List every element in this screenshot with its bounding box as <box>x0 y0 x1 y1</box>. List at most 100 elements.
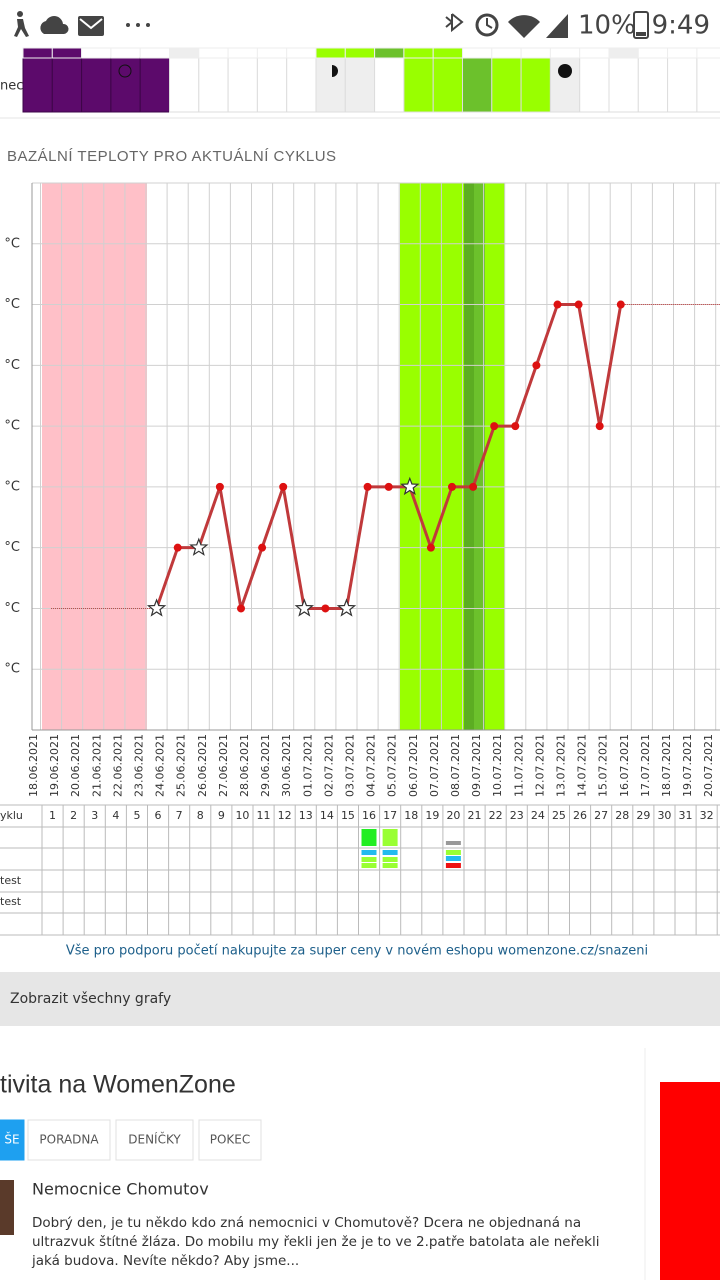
row-label: yklu <box>0 809 23 822</box>
post-line: Dobrý den, je tu někdo kdo zná nemocnici… <box>32 1215 581 1231</box>
cycle-day: 7 <box>176 809 183 822</box>
strip-header-cell <box>169 47 200 59</box>
status-icons <box>14 11 649 39</box>
row-label: test <box>0 874 22 887</box>
cycle-day: 25 <box>552 809 566 822</box>
star-point <box>146 598 167 617</box>
avatar[interactable] <box>0 1180 14 1235</box>
cycle-day: 17 <box>383 809 397 822</box>
y-tick-label: 8 °C <box>0 297 20 312</box>
day-mark <box>445 856 461 861</box>
battery-level: 10% <box>578 11 636 41</box>
tabs: ŠE PORADNA DENÍČKY POKEC <box>0 1119 262 1161</box>
strip-header-cell <box>432 47 464 59</box>
strip-cell <box>139 57 170 113</box>
strip-header-cell <box>286 47 317 59</box>
x-tick-label: 30.06.2021 <box>280 734 293 797</box>
ad-block <box>660 1082 720 1280</box>
y-tick-label: 7 °C <box>0 358 20 373</box>
point <box>553 300 562 309</box>
strip-header-cell <box>81 47 112 59</box>
cycle-day: 3 <box>91 809 98 822</box>
day-mark <box>361 863 377 868</box>
ovulation-band-edge <box>464 183 474 730</box>
tab[interactable] <box>198 1119 262 1161</box>
strip-cell <box>579 57 610 113</box>
strip-cell <box>22 57 53 113</box>
x-tick-label: 08.07.2021 <box>449 734 462 797</box>
point <box>279 482 288 491</box>
show-all-button[interactable] <box>0 972 720 1026</box>
strip-cell <box>403 57 434 113</box>
point <box>363 482 372 491</box>
promo-link[interactable]: Vše pro podporu početí nakupujte za supe… <box>66 944 648 959</box>
x-tick-label: 22.06.2021 <box>111 734 124 797</box>
x-tick-label: 17.07.2021 <box>639 734 652 797</box>
tab-label: POKEC <box>210 1133 251 1147</box>
strip-header-cell <box>403 47 434 59</box>
point <box>321 604 330 613</box>
fertile-band <box>400 183 505 730</box>
cycle-day: 13 <box>299 809 313 822</box>
y-tick-label: 3 °C <box>0 601 20 616</box>
x-tick-label: 01.07.2021 <box>301 734 314 797</box>
y-tick-label: 9 °C <box>0 236 20 251</box>
cycle-day: 2 <box>70 809 77 822</box>
show-all-label: Zobrazit všechny grafy <box>10 991 171 1007</box>
strip-cell <box>286 57 317 113</box>
cycle-day: 26 <box>573 809 587 822</box>
strip-header-cell <box>637 47 669 59</box>
symbol <box>558 64 572 78</box>
x-tick-label: 09.07.2021 <box>470 734 483 797</box>
strip-header-cell <box>520 47 551 59</box>
strip-cell <box>491 57 522 113</box>
x-tick-label: 05.07.2021 <box>386 734 399 797</box>
strip-cell <box>51 57 83 113</box>
y-tick-label: 2 °C <box>0 662 20 677</box>
x-tick-label: 16.07.2021 <box>618 734 631 797</box>
x-tick-label: 19.06.2021 <box>48 734 61 797</box>
strip-cell <box>637 57 669 113</box>
point <box>258 543 267 552</box>
period-band <box>42 183 147 730</box>
cycle-day: 5 <box>133 809 140 822</box>
point <box>574 300 583 309</box>
cycle-day: 8 <box>197 809 204 822</box>
tab-label: DENÍČKY <box>128 1132 181 1147</box>
point <box>448 482 456 491</box>
cycle-day: 12 <box>278 809 292 822</box>
cycle-day: 18 <box>404 809 418 822</box>
strip-cell <box>198 57 229 113</box>
x-tick-label: 14.07.2021 <box>576 734 589 797</box>
tab[interactable] <box>115 1119 194 1161</box>
strip-header-cell <box>198 47 229 59</box>
point <box>511 422 520 431</box>
tab[interactable] <box>27 1119 111 1161</box>
clock: 9:49 <box>652 11 710 41</box>
cycle-day: 10 <box>235 809 249 822</box>
y-tick-label: 4 °C <box>0 540 20 555</box>
chart-title: BAZÁLNÍ TEPLOTY PRO AKTUÁLNÍ CYKLUS <box>7 148 337 165</box>
strip-cell <box>549 57 581 113</box>
cycle-day: 6 <box>155 809 162 822</box>
day-mark <box>445 850 461 855</box>
strip-header-cell <box>549 47 581 59</box>
strip-cell <box>315 57 346 113</box>
day-mark <box>382 857 398 862</box>
strip-cell <box>667 57 698 113</box>
point <box>215 482 224 491</box>
strip-cell <box>344 57 376 113</box>
x-tick-label: 20.07.2021 <box>702 734 715 797</box>
strip-header-cell <box>315 47 346 59</box>
x-tick-label: 18.06.2021 <box>27 734 40 797</box>
day-mark <box>361 857 377 862</box>
y-tick-label: 5 °C <box>0 479 20 494</box>
tab[interactable] <box>0 1119 25 1161</box>
strip-cell <box>256 57 288 113</box>
post-title[interactable]: Nemocnice Chomutov <box>32 1180 209 1199</box>
tab-label: PORADNA <box>39 1133 99 1147</box>
day-mark <box>361 829 377 846</box>
cycle-day: 31 <box>679 809 693 822</box>
